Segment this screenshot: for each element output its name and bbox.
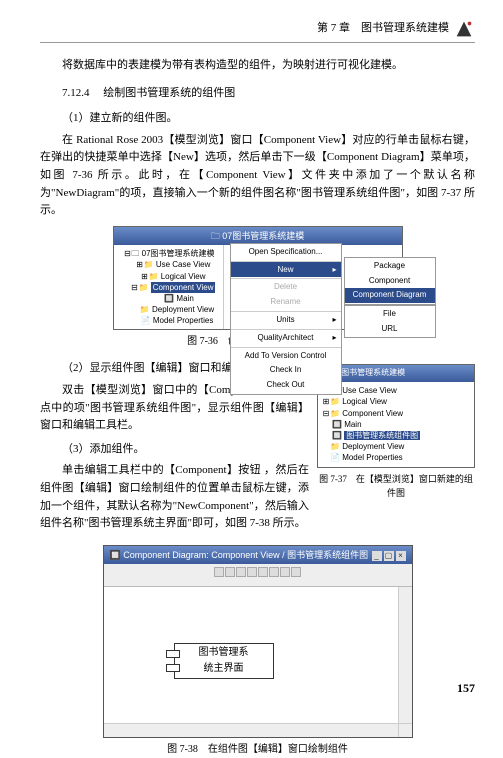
page-header: 第 7 章 图书管理系统建模 [40, 18, 475, 43]
submenu-item-url[interactable]: URL [345, 322, 435, 337]
tree-row: 📄 Model Properties [116, 315, 221, 326]
fig36-tree: ⊟🗀 07图书管理系统建模 ⊞📁 Use Case View ⊞📁 Logica… [114, 245, 224, 329]
fig38-window: 🔲 Component Diagram: Component View / 图书… [103, 545, 413, 738]
figure-7-38: 🔲 Component Diagram: Component View / 图书… [40, 545, 475, 738]
tree-row: ⊞📁 Use Case View [320, 385, 472, 396]
fig38-caption: 图 7-38 在组件图【编辑】窗口绘制组件 [40, 742, 475, 758]
submenu-new[interactable]: Package Component Component Diagram [344, 257, 436, 305]
tree-row: 📄 Model Properties [320, 452, 472, 463]
menu-item-delete: Delete [231, 278, 341, 295]
submenu-item-package[interactable]: Package [345, 259, 435, 274]
toolbar-button[interactable] [291, 567, 301, 577]
diagram-canvas[interactable]: 图书管理系 统主界面 [104, 587, 412, 737]
submenu-item-component-diagram[interactable]: Component Diagram [345, 288, 435, 303]
component-lug [166, 650, 180, 658]
toolbar-button[interactable] [214, 567, 224, 577]
tree-row: 🔲 Main [320, 419, 472, 430]
toolbar-button[interactable] [258, 567, 268, 577]
intro-paragraph: 将数据库中的表建模为带有表构造型的组件，为映射进行可视化建模。 [40, 57, 475, 75]
menu-item-units[interactable]: Units▸ [231, 311, 341, 328]
tree-row: ⊞📁 Use Case View [116, 259, 221, 270]
fig38-titlebar: 🔲 Component Diagram: Component View / 图书… [104, 546, 412, 564]
tree-row: 🔲 Main [116, 293, 221, 304]
tree-row: ⊞📁 Logical View [320, 396, 472, 407]
tree-row: 🔲 图书管理系统组件图 [320, 430, 472, 441]
section-title: 7.12.4 绘制图书管理系统的组件图 [40, 85, 475, 103]
tree-row: 📁 Deployment View [320, 441, 472, 452]
submenu-item-component[interactable]: Component [345, 274, 435, 289]
fig36-window: 🗀 07图书管理系统建模 ⊟🗀 07图书管理系统建模 ⊞📁 Use Case V… [113, 226, 403, 331]
tree-row: ⊟🗀 07图书管理系统建模 [116, 248, 221, 259]
menu-item-rename: Rename [231, 295, 341, 310]
chapter-title: 第 7 章 图书管理系统建模 [317, 20, 449, 38]
header-ornament-icon [453, 18, 475, 40]
submenu-units[interactable]: File URL [344, 305, 436, 339]
menu-item-vc[interactable]: Add To Version Control [231, 347, 341, 364]
toolbar-button[interactable] [236, 567, 246, 577]
menu-item-qa[interactable]: QualityArchitect▸ [231, 329, 341, 346]
maximize-icon[interactable]: ▢ [384, 551, 394, 561]
component-shape[interactable]: 图书管理系 统主界面 [174, 643, 274, 679]
context-menu[interactable]: Open Specification... New▸ Delete Rename… [230, 243, 342, 395]
close-icon[interactable]: × [396, 551, 406, 561]
toolbar-button[interactable] [247, 567, 257, 577]
page-number: 157 [457, 679, 475, 698]
tree-row: 📁 Deployment View [116, 304, 221, 315]
submenu-item-file[interactable]: File [345, 307, 435, 322]
scrollbar-corner [398, 723, 412, 737]
toolbar-button[interactable] [225, 567, 235, 577]
minimize-icon[interactable]: _ [372, 551, 382, 561]
menu-item-checkin[interactable]: Check In [231, 363, 341, 378]
fig37-caption: 图 7-37 在【模型浏览】窗口新建的组件图 [317, 472, 475, 501]
scrollbar-vertical[interactable] [398, 587, 412, 723]
tree-row: ⊟📁 Component View [116, 282, 221, 293]
step-1-label: （1）建立新的组件图。 [40, 110, 475, 128]
tree-row: ⊞📁 Logical View [116, 271, 221, 282]
chevron-right-icon: ▸ [332, 314, 336, 327]
menu-item-checkout[interactable]: Check Out [231, 378, 341, 393]
toolbar-button[interactable] [280, 567, 290, 577]
chevron-right-icon: ▸ [332, 264, 336, 277]
chevron-right-icon: ▸ [332, 332, 336, 345]
scrollbar-horizontal[interactable] [104, 723, 398, 737]
component-lug [166, 664, 180, 672]
figure-7-36: 🗀 07图书管理系统建模 ⊟🗀 07图书管理系统建模 ⊞📁 Use Case V… [40, 226, 475, 331]
step-1-paragraph: 在 Rational Rose 2003【模型浏览】窗口【Component V… [40, 132, 475, 220]
section-number: 7.12.4 [62, 87, 90, 99]
toolbar-button[interactable] [269, 567, 279, 577]
tree-row: ⊟📁 Component View [320, 408, 472, 419]
fig38-toolbar[interactable] [104, 564, 412, 587]
menu-item-new[interactable]: New▸ [231, 261, 341, 278]
menu-item-open-spec[interactable]: Open Specification... [231, 245, 341, 260]
component-label: 图书管理系 统主界面 [199, 645, 249, 677]
window-buttons[interactable]: _▢× [370, 548, 406, 562]
section-heading: 绘制图书管理系统的组件图 [103, 87, 235, 99]
